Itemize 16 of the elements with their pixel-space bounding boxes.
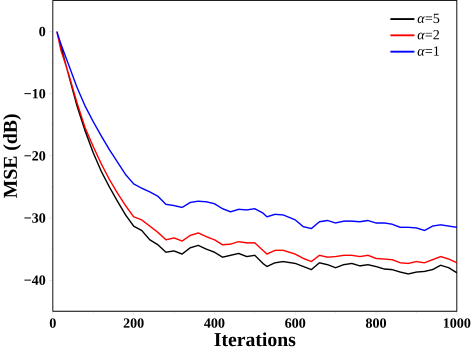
x-tick-label: 600 xyxy=(285,318,306,328)
x-tick-label: 800 xyxy=(366,318,386,328)
legend-label: α=1 xyxy=(418,46,439,56)
x-tick-label: 200 xyxy=(124,318,144,328)
x-tick-label: 400 xyxy=(204,318,224,328)
y-tick-label: 0 xyxy=(39,26,46,36)
x-axis-title: Iterations xyxy=(214,332,296,346)
legend-label: α=5 xyxy=(418,14,440,23)
x-tick-label: 1000 xyxy=(444,318,470,328)
y-tick-label: −30 xyxy=(24,213,46,223)
y-tick-label: −20 xyxy=(24,150,46,160)
y-axis-title: MSE (dB) xyxy=(3,114,21,198)
legend-label: α=2 xyxy=(418,30,440,40)
y-tick-label: −40 xyxy=(24,275,46,285)
x-tick-label: 0 xyxy=(50,318,56,328)
y-tick-label: −10 xyxy=(24,88,46,98)
